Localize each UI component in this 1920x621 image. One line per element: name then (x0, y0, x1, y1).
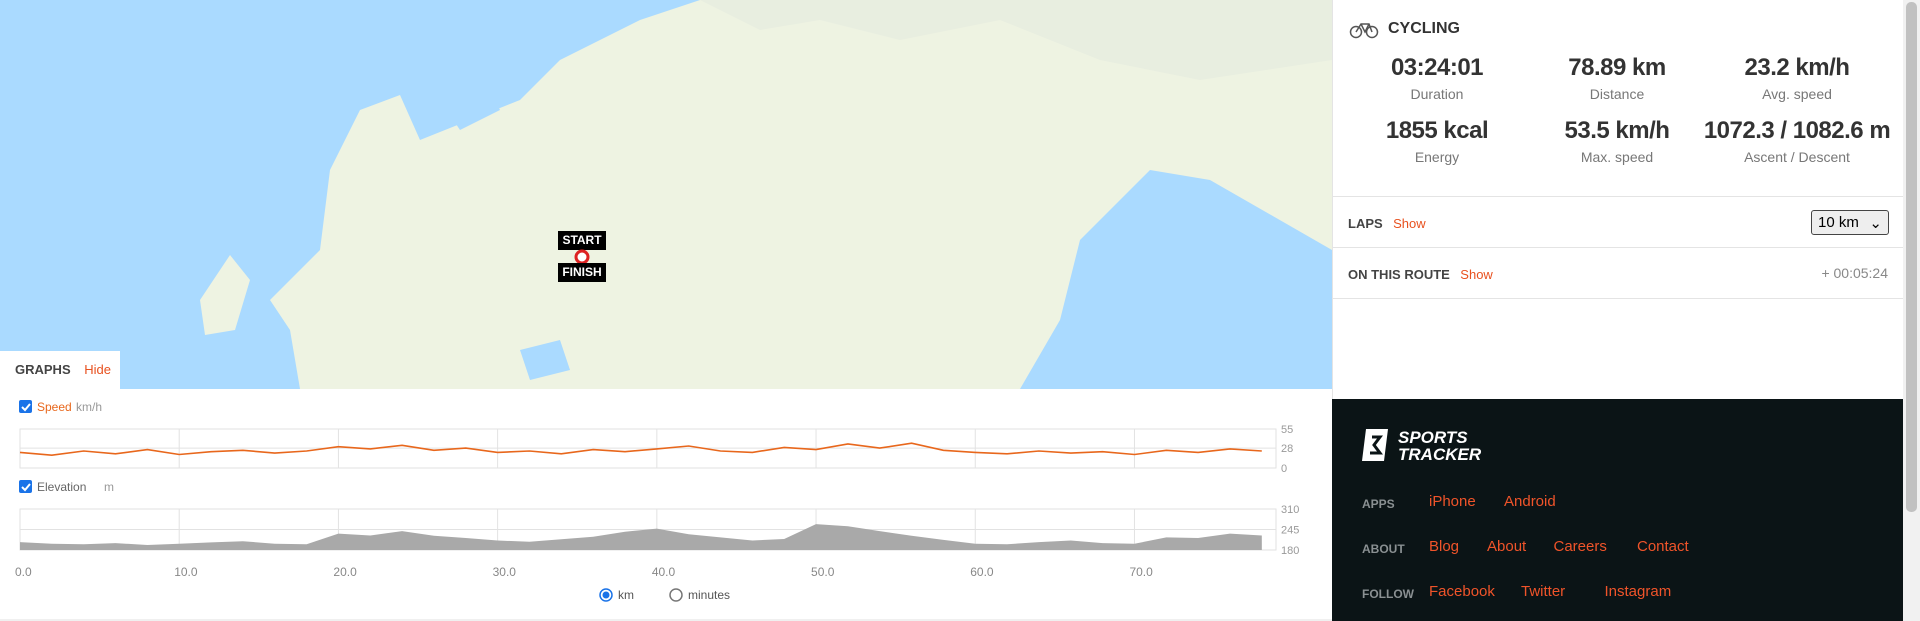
x-tick-label: 70.0 (1129, 565, 1153, 579)
stat-label: Energy (1414, 149, 1460, 165)
check (21, 403, 31, 412)
laps-row: LAPS Show (1348, 215, 1426, 233)
footer-link[interactable]: Twitter (1521, 583, 1566, 600)
footer-link[interactable]: Contact (1637, 538, 1689, 555)
finish-label: FINISH (562, 265, 601, 279)
divider (1333, 196, 1904, 197)
x-tick-label: 20.0 (333, 565, 357, 579)
speed-line (19, 442, 1262, 457)
bike-icon (1349, 23, 1379, 39)
graphs-hide[interactable]: Hide (84, 362, 111, 377)
y-tick-label: 55 (1281, 424, 1293, 436)
brand: SPORTS TRACKER (1398, 429, 1481, 463)
radio-label: km (618, 588, 634, 602)
land (270, 0, 1332, 389)
radio-label: minutes (688, 588, 730, 602)
footer-label: FOLLOW (1362, 587, 1414, 601)
stat-label: Avg. speed (1762, 86, 1832, 102)
divider (1333, 298, 1904, 299)
stat: 03:24:01 Duration (1327, 54, 1547, 102)
x-tick-label: 60.0 (970, 565, 994, 579)
stat-value: 78.89 km (1568, 54, 1666, 81)
y-tick-label: 0 (1281, 463, 1287, 475)
x-tick-label: 30.0 (493, 565, 517, 579)
divider (1333, 247, 1904, 248)
footer-link[interactable]: About (1487, 538, 1527, 555)
stat-value: 23.2 km/h (1744, 54, 1850, 81)
activity-type: CYCLING (1388, 20, 1460, 37)
route-time: + 00:05:24 (1821, 265, 1888, 281)
x-tick-label: 10.0 (174, 565, 198, 579)
stat-label: Duration (1410, 86, 1464, 102)
y-tick-label: 28 (1281, 443, 1293, 455)
route-row: ON THIS ROUTE Show (1348, 266, 1493, 284)
stat: 53.5 km/h Max. speed (1507, 117, 1727, 165)
footer-link[interactable]: Facebook (1429, 583, 1495, 600)
route-show[interactable]: Show (1460, 267, 1493, 282)
scrollbar[interactable] (1903, 0, 1920, 621)
series-unit: m (104, 480, 114, 494)
stat-value: 53.5 km/h (1564, 117, 1670, 144)
footer-link[interactable]: Careers (1553, 538, 1607, 555)
start-marker: START FINISH (558, 231, 606, 282)
elevation-area (20, 524, 1262, 550)
caspian (520, 340, 570, 380)
graphs-tab: GRAPHS Hide (0, 351, 120, 389)
graphs-title: GRAPHS (15, 362, 71, 377)
stat: 23.2 km/h Avg. speed (1687, 54, 1907, 102)
footer-link[interactable]: Android (1504, 493, 1556, 510)
footer-label: APPS (1362, 497, 1395, 511)
stat-label: Max. speed (1580, 149, 1654, 165)
checkbox[interactable] (19, 400, 32, 413)
laps-select-value: 10 km (1818, 214, 1859, 231)
laps-show[interactable]: Show (1393, 216, 1426, 231)
stat: 78.89 km Distance (1507, 54, 1727, 102)
side-panel: CYCLING 03:24:01 Duration 78.89 km Distance… (1332, 0, 1904, 399)
brand-line: SPORTS (1398, 428, 1468, 447)
footer-link[interactable]: iPhone (1429, 493, 1476, 510)
check (21, 483, 31, 492)
stat: 1072.3 / 1082.6 m Ascent / Descent (1687, 117, 1907, 165)
stat: 1855 kcal Energy (1327, 117, 1547, 165)
map: START FINISH (0, 0, 1332, 389)
laps-label: LAPS (1348, 216, 1383, 231)
radio-dot (602, 591, 610, 599)
footer-link[interactable]: Blog (1429, 538, 1460, 555)
footer-label: ABOUT (1362, 542, 1405, 556)
y-tick-label: 310 (1281, 504, 1299, 516)
stat-value: 03:24:01 (1390, 54, 1484, 81)
laps-select[interactable]: 10 km ⌄ (1811, 210, 1889, 235)
x-tick-label: 0.0 (15, 565, 32, 579)
footer-link[interactable]: Instagram (1604, 583, 1672, 600)
brand-line: TRACKER (1398, 445, 1482, 464)
series-unit: km/h (76, 400, 102, 414)
isle (200, 255, 250, 335)
route-label: ON THIS ROUTE (1348, 267, 1450, 282)
checkbox[interactable] (19, 480, 32, 493)
radio[interactable] (669, 588, 683, 602)
footer: SPORTS TRACKER APPS iPhone Android ABOUT Blog… (1332, 399, 1903, 621)
graphs: Speed km/h 55 28 0 Elevation m 310 245 180 0.0 10.0… (0, 400, 1332, 621)
series-name: Elevation (37, 480, 86, 494)
land-north (700, 0, 1332, 80)
stat-value: 1855 kcal (1385, 117, 1489, 144)
series-name: Speed (37, 400, 72, 414)
stat-value: 1072.3 / 1082.6 m (1703, 117, 1891, 144)
x-tick-label: 50.0 (811, 565, 835, 579)
logo-icon (1362, 429, 1388, 461)
stat-label: Distance (1589, 86, 1645, 102)
stat-label: Ascent / Descent (1744, 149, 1850, 165)
y-tick-label: 180 (1281, 545, 1299, 557)
x-tick-label: 40.0 (652, 565, 676, 579)
start-label: START (562, 233, 602, 247)
y-tick-label: 245 (1281, 525, 1299, 537)
white-sea (440, 70, 500, 130)
